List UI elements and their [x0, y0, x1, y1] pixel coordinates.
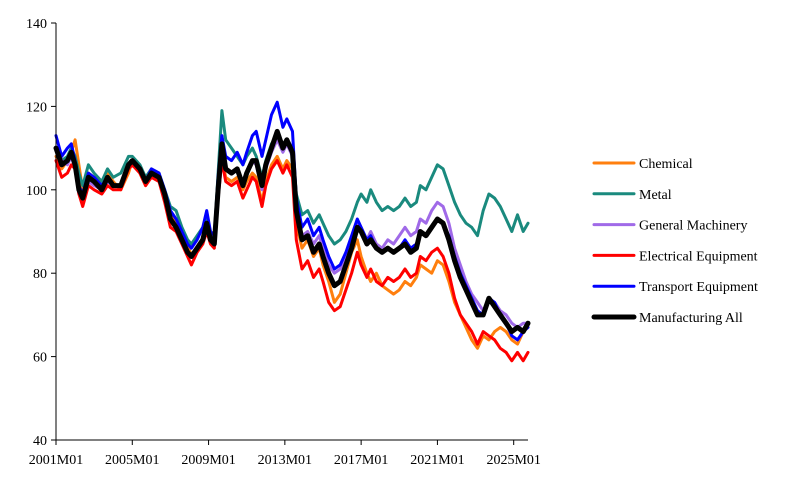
y-tick-label: 80 — [33, 267, 47, 282]
legend-label: General Machinery — [639, 219, 747, 234]
x-tick-label: 2017M01 — [334, 453, 388, 468]
legend-label: Manufacturing All — [639, 311, 743, 326]
legend-label: Chemical — [639, 157, 693, 172]
y-tick-label: 40 — [33, 434, 47, 449]
x-tick-label: 2009M01 — [181, 453, 235, 468]
x-tick-label: 2005M01 — [105, 453, 159, 468]
x-tick-label: 2001M01 — [29, 453, 83, 468]
legend-label: Electrical Equipment — [639, 249, 758, 264]
y-tick-label: 140 — [26, 17, 47, 32]
x-axis: 2001M01 2005M01 2009M01 2013M01 2017M01 2021M… — [29, 440, 541, 468]
legend-label: Transport Equipment — [639, 280, 758, 295]
x-tick-label: 2013M01 — [258, 453, 312, 468]
y-tick-label: 100 — [26, 184, 47, 199]
y-axis: 40 60 80 100 120 140 — [26, 17, 56, 449]
legend-label: Metal — [639, 188, 672, 203]
y-tick-label: 120 — [26, 100, 47, 115]
series-line-electrical-equipment — [54, 159, 530, 363]
x-tick-label: 2025M01 — [486, 453, 540, 468]
plot-area — [53, 100, 531, 363]
series-line-manufacturing-all — [53, 128, 531, 335]
y-tick-label: 60 — [33, 351, 47, 366]
x-tick-label: 2021M01 — [410, 453, 464, 468]
legend: Chemical Metal General Machinery Electrical… — [591, 157, 758, 326]
